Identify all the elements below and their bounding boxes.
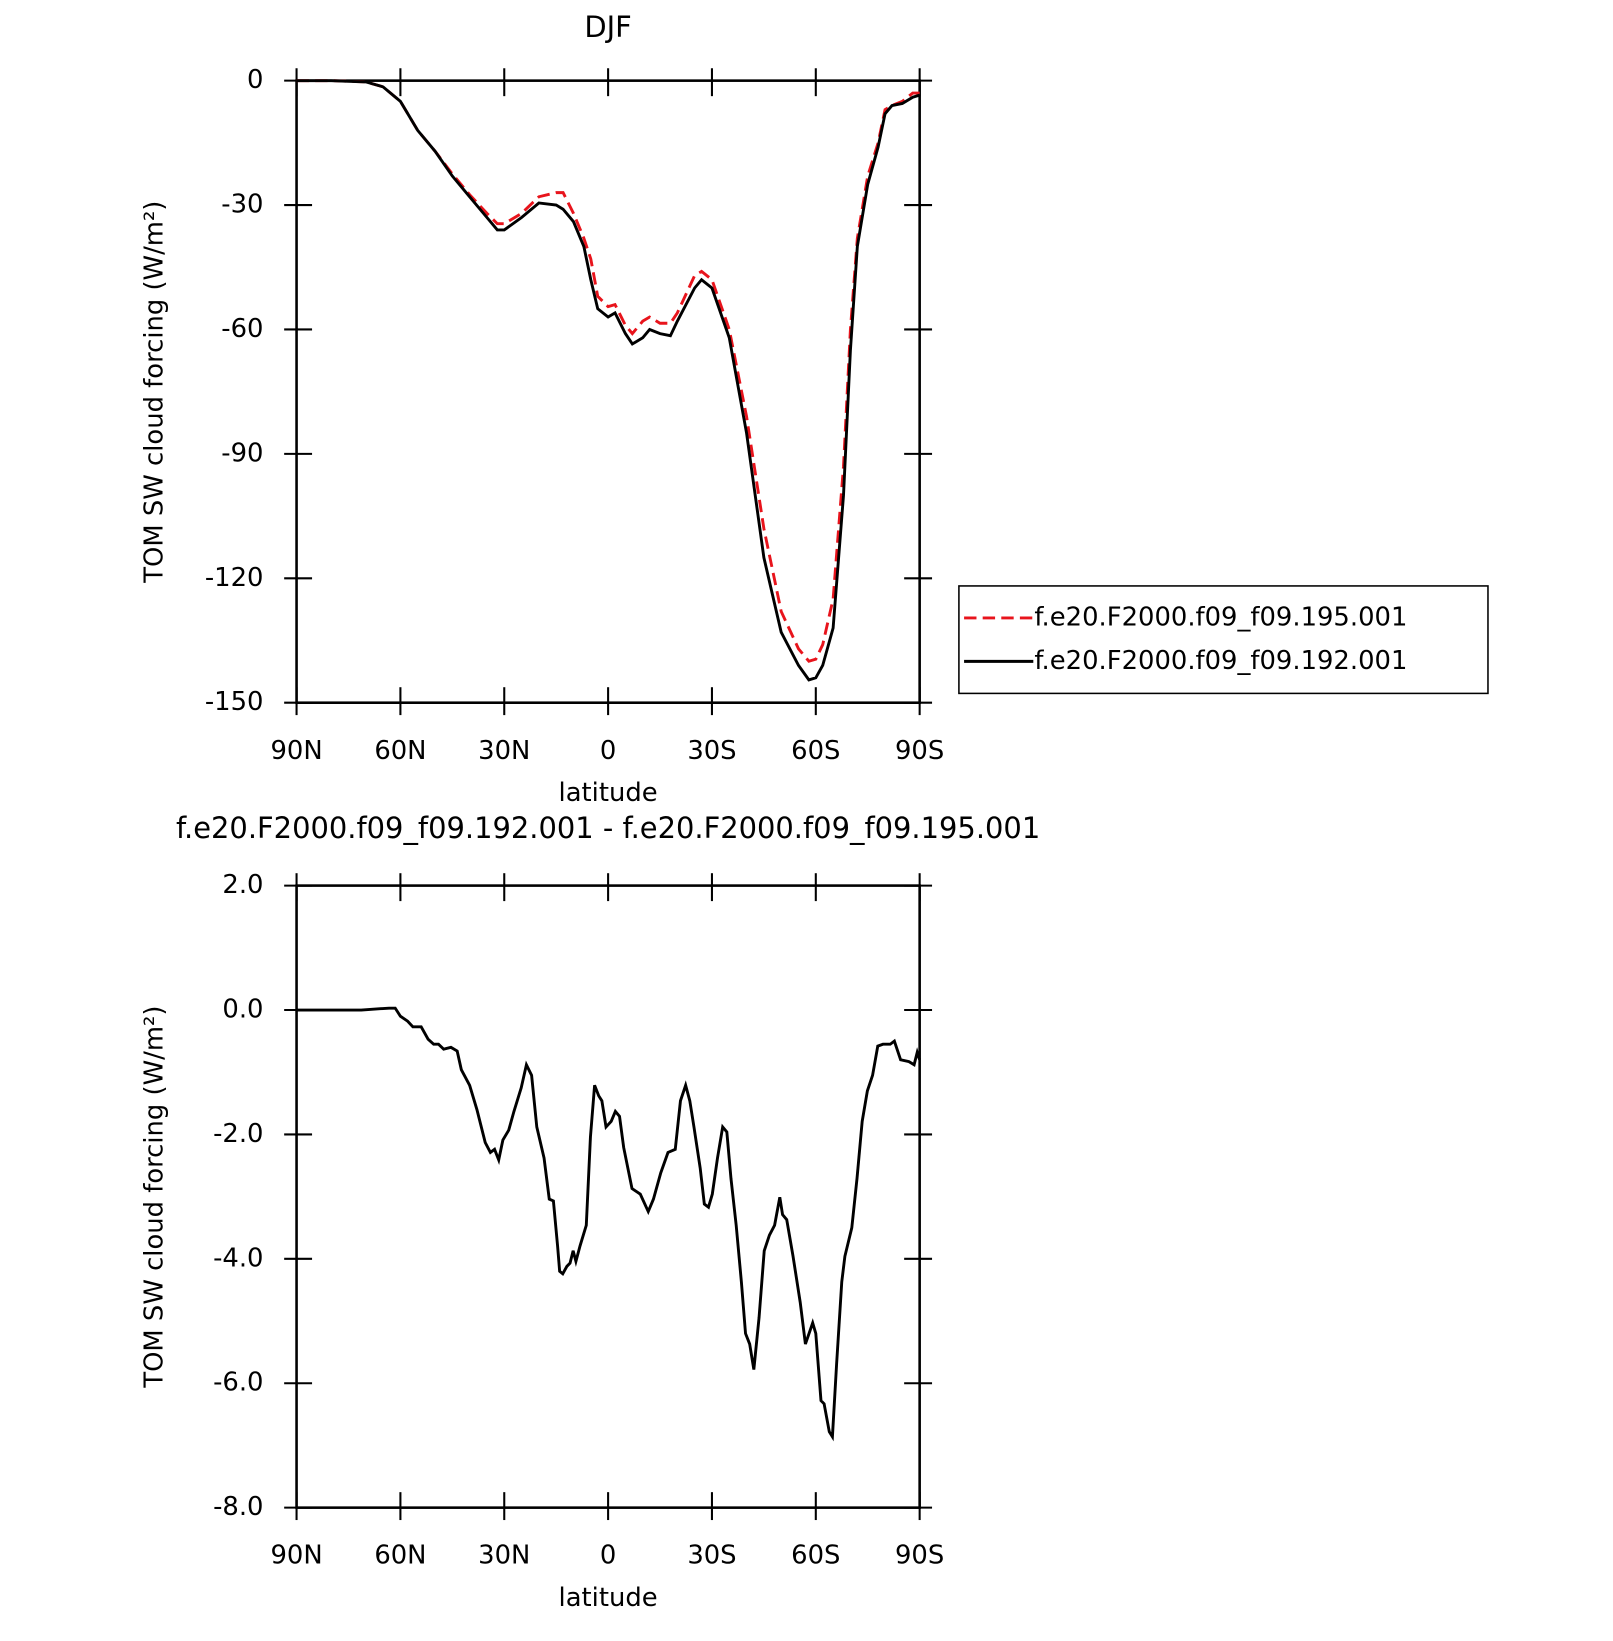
- y-tick-label: 2.0: [222, 870, 263, 900]
- x-tick-label: 0: [600, 736, 616, 766]
- y-tick-label: -6.0: [213, 1368, 263, 1398]
- legend-label: f.e20.F2000.f09_f09.192.001: [1034, 646, 1407, 676]
- data-line: [296, 1006, 922, 1442]
- y-tick-label: -120: [205, 563, 264, 593]
- legend-label: f.e20.F2000.f09_f09.195.001: [1034, 602, 1407, 632]
- y-tick-label: 0.0: [222, 995, 263, 1025]
- plot-frame: [295, 79, 921, 704]
- y-tick-label: -90: [221, 438, 263, 468]
- x-tick-label: 90N: [270, 736, 322, 766]
- legend-box: [958, 585, 1489, 695]
- y-tick-label: -60: [221, 314, 263, 344]
- x-tick-label: 60N: [374, 736, 426, 766]
- y-tick-label: -30: [221, 190, 263, 220]
- x-tick-label: 90S: [895, 1541, 944, 1571]
- x-tick-label: 30N: [478, 1541, 530, 1571]
- x-tick-label: 30S: [687, 736, 736, 766]
- y-tick-label: 0: [247, 65, 263, 95]
- x-tick-label: 30N: [478, 736, 530, 766]
- data-line: [296, 79, 920, 663]
- y-tick-label: -4.0: [213, 1243, 263, 1273]
- data-line: [296, 79, 921, 682]
- x-tick-label: 90S: [895, 736, 944, 766]
- x-tick-label: 90N: [270, 1541, 322, 1571]
- x-tick-label: 30S: [687, 1541, 736, 1571]
- y-axis-label: TOM SW cloud forcing (W/m²): [139, 1006, 169, 1389]
- x-tick-label: 60S: [791, 1541, 840, 1571]
- x-axis-label: latitude: [559, 778, 658, 808]
- y-axis-label: TOM SW cloud forcing (W/m²): [139, 201, 169, 584]
- x-tick-label: 60N: [374, 1541, 426, 1571]
- x-tick-label: 60S: [791, 736, 840, 766]
- y-tick-label: -150: [205, 687, 264, 717]
- chart-title: DJF: [584, 10, 631, 44]
- y-tick-label: -2.0: [213, 1119, 263, 1149]
- chart-title: f.e20.F2000.f09_f09.192.001 - f.e20.F200…: [176, 811, 1040, 845]
- x-axis-label: latitude: [559, 1583, 658, 1613]
- x-tick-label: 0: [600, 1541, 616, 1571]
- y-tick-label: -8.0: [213, 1492, 263, 1522]
